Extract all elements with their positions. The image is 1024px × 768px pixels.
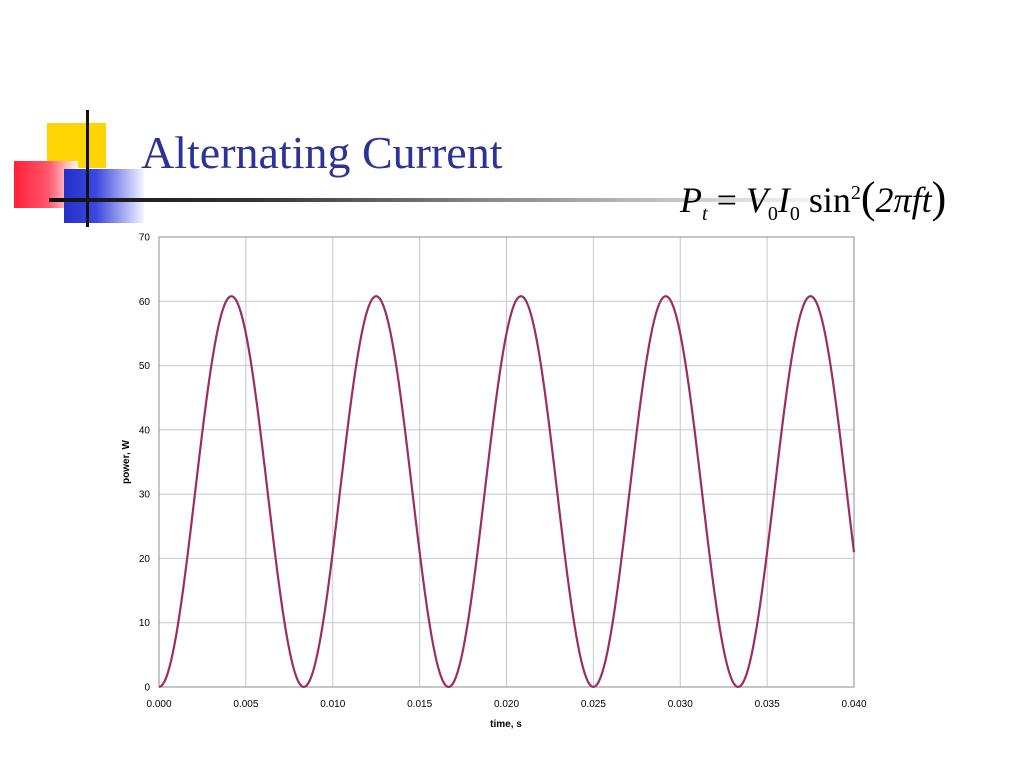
formula-voltage: V	[745, 180, 768, 220]
formula-exponent: 2	[850, 182, 861, 204]
x-tick-label: 0.035	[755, 699, 780, 710]
y-tick-label: 10	[139, 618, 151, 629]
formula-close-paren: )	[931, 173, 947, 222]
x-axis-label: time, s	[490, 719, 522, 730]
x-tick-label: 0.005	[233, 699, 258, 710]
power-series-line	[158, 294, 856, 689]
slide-title: Alternating Current	[141, 127, 503, 178]
formula-voltage-subscript: 0	[767, 203, 778, 226]
y-tick-label: 50	[139, 361, 151, 372]
x-tick-label: 0.010	[320, 699, 345, 710]
x-tick-label: 0.030	[668, 699, 693, 710]
chart-ticks: 0.000 0.005 0.010 0.015 0.020 0.025 0.030 0.035…	[139, 233, 867, 711]
y-tick-label: 20	[139, 554, 151, 565]
formula-argument: 2πft	[875, 180, 932, 220]
y-tick-label: 0	[144, 683, 150, 694]
x-tick-label: 0.000	[146, 699, 171, 710]
decor-title-underline	[49, 198, 849, 202]
y-tick-label: 40	[139, 425, 151, 436]
formula-equals: =	[716, 180, 737, 220]
y-tick-label: 70	[139, 233, 151, 244]
power-formula: Pt = V0I0 sin2(2πft)	[680, 172, 946, 226]
decor-blue-square	[64, 169, 144, 223]
x-tick-label: 0.015	[407, 699, 432, 710]
formula-current-subscript: 0	[789, 203, 800, 226]
formula-current: I	[777, 180, 790, 220]
y-axis-label: power, W	[121, 440, 132, 484]
plot-area-frame	[158, 236, 855, 688]
formula-open-paren: (	[860, 173, 876, 222]
y-tick-label: 30	[139, 490, 151, 501]
formula-function: sin	[808, 180, 851, 220]
x-tick-label: 0.020	[494, 699, 519, 710]
x-tick-label: 0.040	[841, 699, 866, 710]
x-tick-label: 0.025	[581, 699, 606, 710]
decor-yellow-square	[47, 123, 106, 168]
decor-vertical-line	[86, 110, 89, 227]
y-tick-label: 60	[139, 297, 151, 308]
formula-lhs: P	[680, 180, 702, 220]
formula-lhs-subscript: t	[702, 203, 708, 226]
